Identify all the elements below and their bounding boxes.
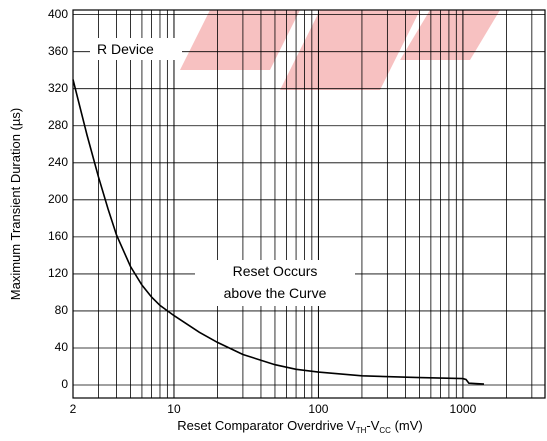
y-axis-label: Maximum Transient Duration (µs) [8, 108, 23, 300]
label-box [90, 38, 182, 60]
plot-border [72, 9, 546, 399]
x-tick-label: 100 [308, 402, 328, 416]
x-tick-label: 1000 [450, 402, 477, 416]
y-tick-label: 40 [55, 340, 69, 354]
x-tick-label: 10 [167, 402, 181, 416]
y-tick-label: 240 [48, 155, 68, 169]
curve [72, 79, 485, 385]
watermark [400, 10, 500, 60]
x-tick-label: 2 [70, 402, 77, 416]
y-tick-label: 400 [48, 7, 68, 21]
annotation: R Device [97, 41, 154, 57]
x-axis-label: Reset Comparator Overdrive VTH-VCC (mV) [177, 418, 422, 435]
plot [72, 79, 485, 385]
y-tick-label: 160 [48, 229, 68, 243]
watermark [280, 10, 420, 90]
y-tick-label: 280 [48, 118, 68, 132]
label-box [195, 260, 355, 306]
y-tick-label: 80 [55, 303, 69, 317]
y-tick-label: 360 [48, 44, 68, 58]
y-tick-label: 120 [48, 266, 68, 280]
annotation: Reset Occurs [233, 263, 318, 279]
y-tick-label: 0 [61, 377, 68, 391]
y-tick-label: 200 [48, 192, 68, 206]
watermark [180, 10, 300, 70]
annotation: above the Curve [224, 285, 327, 301]
y-tick-label: 320 [48, 81, 68, 95]
